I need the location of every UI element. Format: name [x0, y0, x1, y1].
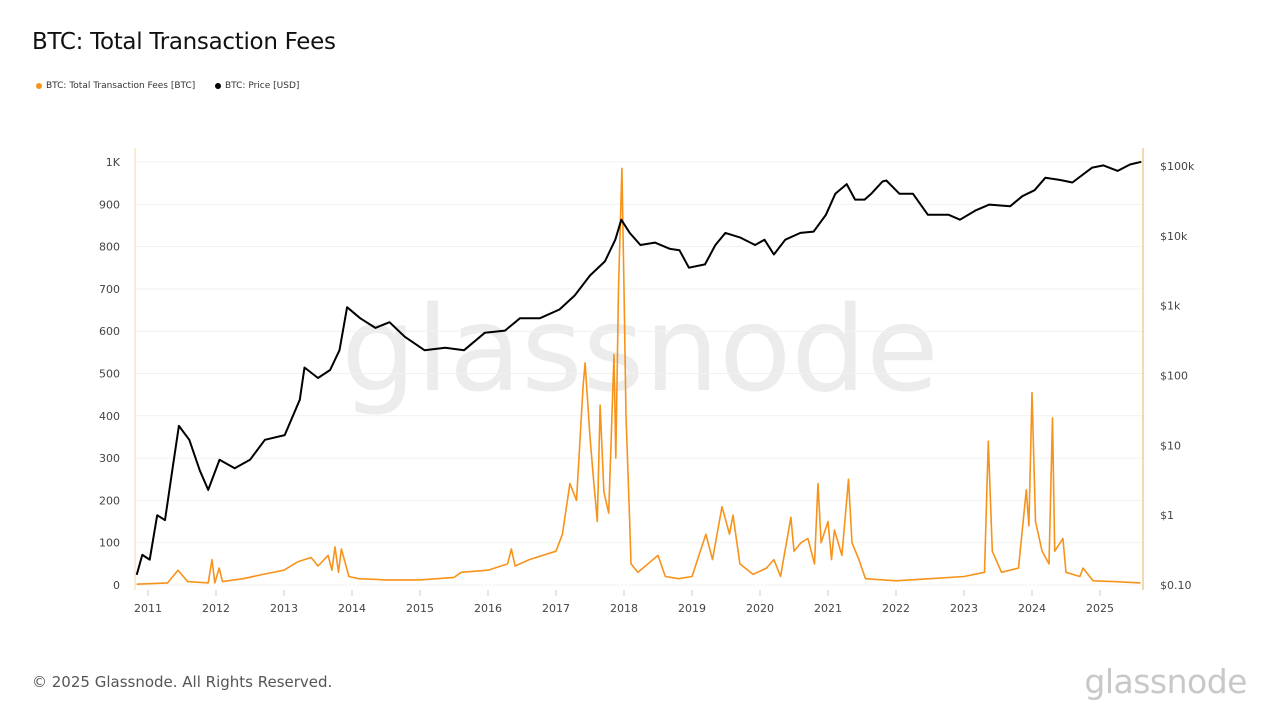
y-right-tick-label: $10 — [1160, 439, 1181, 452]
y-left-tick-label: 200 — [99, 494, 120, 507]
glassnode-logo: glassnode — [1084, 662, 1247, 701]
legend-item-price[interactable]: BTC: Price [USD] — [215, 81, 299, 91]
copyright-footer: © 2025 Glassnode. All Rights Reserved. — [32, 673, 333, 691]
x-tick-label: 2022 — [882, 602, 910, 615]
chart-title: BTC: Total Transaction Fees — [32, 29, 336, 55]
price-series-line — [135, 160, 1142, 576]
x-tick-label: 2014 — [338, 602, 366, 615]
y-right-tick-label: $1k — [1160, 300, 1181, 313]
y-left-tick-label: 100 — [99, 537, 120, 550]
y-left-tick-label: 600 — [99, 325, 120, 338]
y-right-tick-label: $100k — [1160, 160, 1195, 173]
legend-label-price: BTC: Price [USD] — [225, 81, 300, 91]
y-left-tick-label: 500 — [99, 368, 120, 381]
legend-item-fees[interactable]: BTC: Total Transaction Fees [BTC] — [36, 81, 195, 91]
x-tick-label: 2023 — [950, 602, 978, 615]
legend-label-fees: BTC: Total Transaction Fees [BTC] — [46, 81, 196, 91]
x-tick-label: 2025 — [1086, 602, 1114, 615]
y-right-tick-label: $100 — [1160, 370, 1188, 383]
y-left-tick-label: 300 — [99, 452, 120, 465]
y-left-tick-label: 1K — [106, 156, 121, 169]
x-tick-label: 2019 — [678, 602, 706, 615]
x-tick-label: 2016 — [474, 602, 502, 615]
y-right-tick-label: $0.10 — [1160, 579, 1192, 592]
x-tick-label: 2021 — [814, 602, 842, 615]
y-right-tick-label: $10k — [1160, 230, 1188, 243]
x-tick-label: 2013 — [270, 602, 298, 615]
y-left-tick-label: 400 — [99, 410, 120, 423]
y-left-tick-label: 800 — [99, 241, 120, 254]
x-tick-label: 2017 — [542, 602, 570, 615]
x-tick-label: 2015 — [406, 602, 434, 615]
x-tick-label: 2011 — [134, 602, 162, 615]
legend-dot-price — [215, 83, 221, 89]
x-tick-label: 2024 — [1018, 602, 1046, 615]
x-tick-label: 2020 — [746, 602, 774, 615]
fees-series-line — [136, 167, 1141, 585]
y-left-tick-label: 0 — [113, 579, 120, 592]
x-tick-label: 2012 — [202, 602, 230, 615]
y-left-tick-label: 700 — [99, 283, 120, 296]
legend-dot-fees — [36, 83, 42, 89]
y-left-tick-label: 900 — [99, 198, 120, 211]
x-tick-label: 2018 — [610, 602, 638, 615]
y-right-tick-label: $1 — [1160, 509, 1174, 522]
